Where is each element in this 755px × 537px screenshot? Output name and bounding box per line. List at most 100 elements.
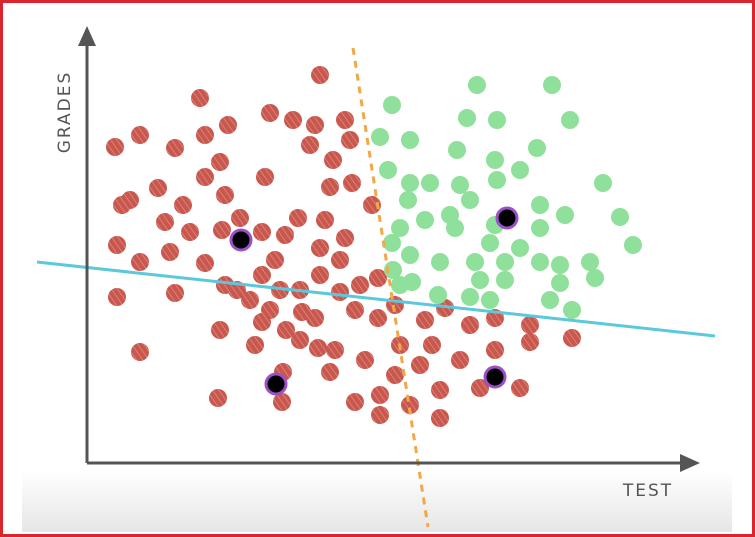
point bbox=[511, 239, 529, 257]
point bbox=[131, 126, 149, 144]
point bbox=[301, 136, 319, 154]
point bbox=[231, 209, 249, 227]
point bbox=[611, 208, 629, 226]
point bbox=[291, 331, 309, 349]
point bbox=[496, 253, 514, 271]
point bbox=[131, 343, 149, 361]
y-arrow bbox=[78, 26, 96, 46]
point bbox=[383, 234, 401, 252]
point bbox=[556, 206, 574, 224]
point bbox=[306, 309, 324, 327]
point bbox=[391, 219, 409, 237]
point bbox=[309, 339, 327, 357]
point bbox=[253, 313, 271, 331]
point bbox=[581, 253, 599, 271]
point bbox=[331, 283, 349, 301]
point bbox=[336, 111, 354, 129]
point bbox=[321, 178, 339, 196]
point bbox=[471, 379, 489, 397]
point bbox=[326, 341, 344, 359]
point bbox=[191, 89, 209, 107]
point bbox=[324, 151, 342, 169]
line bbox=[36, 260, 716, 338]
point bbox=[311, 66, 329, 84]
point bbox=[351, 276, 369, 294]
point bbox=[277, 321, 295, 339]
point bbox=[371, 406, 389, 424]
point bbox=[336, 229, 354, 247]
point bbox=[229, 228, 253, 252]
point bbox=[531, 219, 549, 237]
point bbox=[241, 291, 259, 309]
point bbox=[321, 363, 339, 381]
point bbox=[488, 171, 506, 189]
point bbox=[446, 219, 464, 237]
point bbox=[289, 209, 307, 227]
point bbox=[371, 386, 389, 404]
point bbox=[551, 274, 569, 292]
point bbox=[399, 191, 417, 209]
point bbox=[253, 223, 271, 241]
point bbox=[421, 174, 439, 192]
point bbox=[423, 336, 441, 354]
x-arrow bbox=[680, 454, 700, 472]
x-axis-title: TEST bbox=[622, 481, 673, 501]
point bbox=[276, 226, 294, 244]
plot bbox=[36, 47, 716, 528]
point bbox=[458, 109, 476, 127]
point bbox=[483, 365, 507, 389]
point bbox=[371, 128, 389, 146]
point bbox=[166, 284, 184, 302]
point bbox=[131, 253, 149, 271]
point bbox=[488, 111, 506, 129]
bottom-shade bbox=[22, 470, 732, 532]
point bbox=[341, 131, 359, 149]
point bbox=[563, 329, 581, 347]
point bbox=[196, 254, 214, 272]
point bbox=[586, 269, 604, 287]
point bbox=[411, 356, 429, 374]
point bbox=[624, 236, 642, 254]
point bbox=[401, 246, 419, 264]
point bbox=[346, 393, 364, 411]
point bbox=[346, 301, 364, 319]
point bbox=[486, 341, 504, 359]
point bbox=[174, 196, 192, 214]
point bbox=[166, 139, 184, 157]
point bbox=[264, 372, 288, 396]
point bbox=[466, 253, 484, 271]
point bbox=[461, 316, 479, 334]
point bbox=[416, 211, 434, 229]
point bbox=[495, 206, 519, 230]
point bbox=[196, 126, 214, 144]
point bbox=[429, 286, 447, 304]
point bbox=[448, 141, 466, 159]
point bbox=[511, 379, 529, 397]
point bbox=[261, 104, 279, 122]
point bbox=[331, 251, 349, 269]
point bbox=[511, 161, 529, 179]
point bbox=[531, 196, 549, 214]
point bbox=[316, 211, 334, 229]
point bbox=[431, 409, 449, 427]
point bbox=[108, 236, 126, 254]
point bbox=[209, 389, 227, 407]
point bbox=[284, 111, 302, 129]
point bbox=[253, 266, 271, 284]
point bbox=[416, 311, 434, 329]
point bbox=[543, 76, 561, 94]
point bbox=[468, 76, 486, 94]
point bbox=[383, 96, 401, 114]
point bbox=[106, 138, 124, 156]
point bbox=[481, 291, 499, 309]
point bbox=[273, 393, 291, 411]
point bbox=[181, 223, 199, 241]
line bbox=[351, 47, 430, 528]
point bbox=[196, 168, 214, 186]
point bbox=[256, 168, 274, 186]
point bbox=[401, 396, 419, 414]
point bbox=[563, 301, 581, 319]
